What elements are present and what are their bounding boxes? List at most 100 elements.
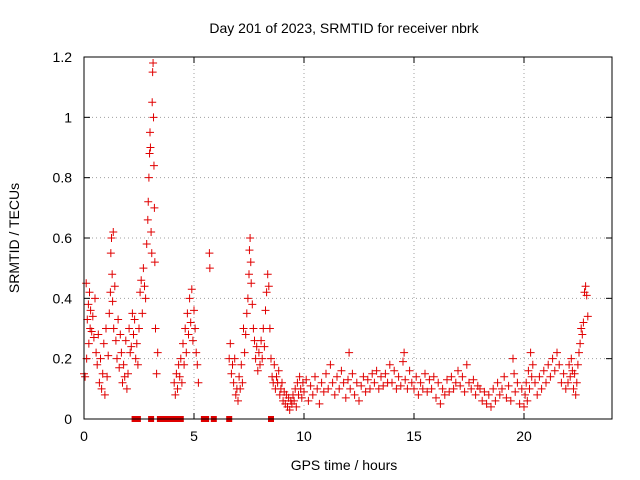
data-point <box>583 312 592 321</box>
data-point <box>91 294 99 303</box>
data-point <box>149 161 158 170</box>
data-point <box>177 378 186 387</box>
data-point <box>127 342 136 351</box>
data-point <box>476 384 484 393</box>
data-point <box>150 258 159 267</box>
data-point <box>544 360 553 369</box>
data-point <box>447 372 456 381</box>
data-point <box>247 279 256 288</box>
data-point <box>252 342 261 351</box>
data-point <box>528 360 537 369</box>
data-point <box>308 390 317 399</box>
y-tick-label: 0.6 <box>53 230 73 246</box>
data-point <box>407 378 416 387</box>
data-point <box>467 384 476 393</box>
x-tick-label: 5 <box>190 428 198 444</box>
data-point <box>579 318 588 327</box>
data-point <box>322 369 330 378</box>
plot-frame <box>83 56 613 420</box>
data-point <box>235 372 244 381</box>
data-point <box>94 330 103 339</box>
data-point <box>236 384 245 393</box>
data-point <box>124 369 132 378</box>
data-point <box>436 399 445 408</box>
data-point <box>372 366 381 375</box>
data-point <box>458 372 467 381</box>
data-point <box>525 384 534 393</box>
data-point <box>300 387 308 396</box>
data-point <box>366 384 374 393</box>
data-point <box>520 402 528 411</box>
data-point <box>81 372 90 381</box>
data-point <box>317 378 326 387</box>
data-point <box>493 378 502 387</box>
data-point <box>346 384 355 393</box>
data-point <box>115 363 124 372</box>
data-point <box>434 378 443 387</box>
data-point <box>445 387 454 396</box>
data-point <box>96 354 105 363</box>
data-point <box>227 369 236 378</box>
data-point <box>237 360 246 369</box>
data-point <box>421 369 429 378</box>
data-point <box>374 384 383 393</box>
data-point <box>230 354 239 363</box>
data-point <box>451 378 460 387</box>
data-point <box>181 324 190 333</box>
data-point <box>502 393 511 402</box>
data-point <box>257 336 266 345</box>
data-point <box>245 246 254 255</box>
data-point <box>130 315 139 324</box>
data-point <box>509 354 517 363</box>
data-point <box>93 360 102 369</box>
data-point <box>414 390 423 399</box>
data-point <box>333 372 341 381</box>
data-point <box>193 360 202 369</box>
data-point <box>148 98 157 107</box>
data-point <box>104 351 113 360</box>
data-point <box>480 387 489 396</box>
data-point <box>297 393 306 402</box>
data-point <box>272 372 281 381</box>
data-point <box>231 390 240 399</box>
data-point <box>149 113 158 122</box>
data-point <box>129 330 138 339</box>
data-point <box>521 390 530 399</box>
x-tick-label: 15 <box>406 428 422 444</box>
data-point <box>185 294 194 303</box>
data-point <box>99 339 108 348</box>
data-point <box>95 378 104 387</box>
data-point <box>306 381 315 390</box>
data-point <box>144 197 153 206</box>
data-point <box>173 384 182 393</box>
data-point <box>292 402 301 411</box>
x-tick-label: 20 <box>516 428 532 444</box>
data-point <box>264 282 273 291</box>
data-point <box>355 396 363 405</box>
data-point <box>498 384 506 393</box>
data-point <box>144 173 153 182</box>
data-point <box>478 396 487 405</box>
chart-title: Day 201 of 2023, SRMTID for receiver nbr… <box>209 20 479 36</box>
data-point <box>418 384 427 393</box>
data-point <box>87 327 96 336</box>
data-point <box>113 354 121 363</box>
data-point <box>84 300 93 309</box>
data-point <box>377 372 385 381</box>
data-point <box>416 378 425 387</box>
data-point <box>179 339 187 348</box>
data-point <box>188 336 197 345</box>
data-point <box>103 372 112 381</box>
data-point <box>487 402 495 411</box>
data-point <box>171 390 180 399</box>
data-point <box>108 297 117 306</box>
data-point <box>106 288 115 297</box>
data-point <box>254 348 263 357</box>
data-point <box>205 264 214 273</box>
data-point <box>117 348 126 357</box>
data-point <box>265 324 274 333</box>
data-point <box>150 203 159 212</box>
data-point <box>510 369 519 378</box>
data-point <box>359 372 368 381</box>
data-point <box>86 306 95 315</box>
